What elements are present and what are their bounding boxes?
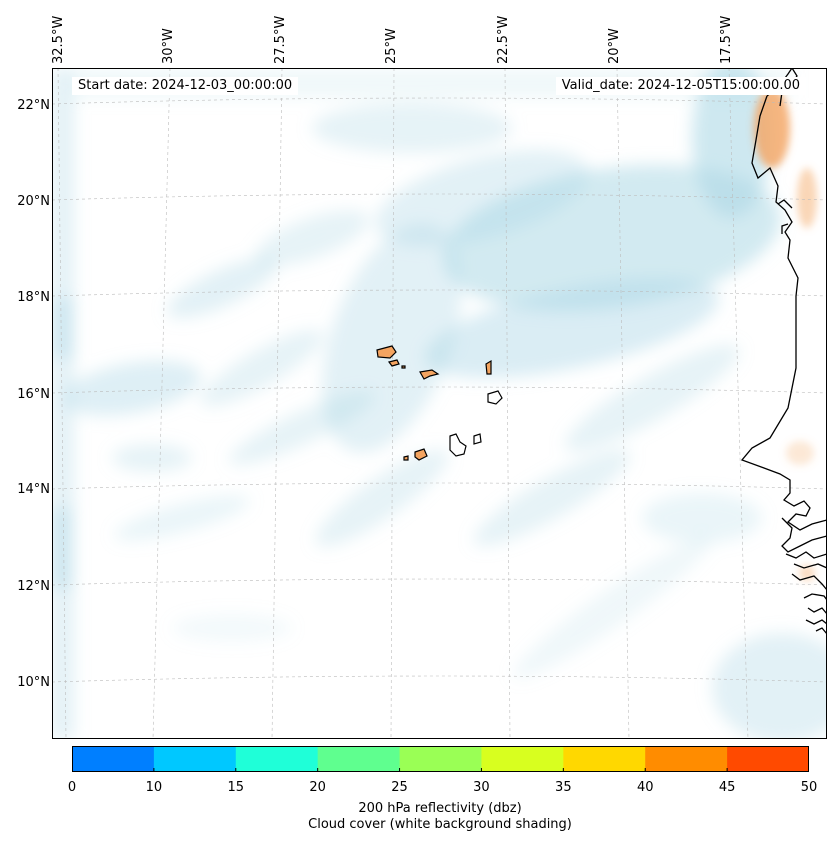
lon-label-17-5w: 17.5°W: [719, 15, 734, 64]
island-brava: [403, 455, 409, 461]
colorbar-tick-label: 40: [636, 780, 654, 795]
map-canvas: [52, 68, 827, 739]
colorbar-frame: [72, 746, 809, 772]
colorbar-tick-label: 10: [145, 780, 163, 795]
lat-label-22n: 22°N: [17, 98, 50, 113]
colorbar-tick-label: 35: [555, 780, 572, 795]
colorbar-segment: [563, 746, 646, 772]
lat-label-18n: 18°N: [17, 290, 50, 305]
lon-label-25w: 25°W: [384, 28, 399, 64]
island-santiago: [449, 433, 467, 457]
colorbar-tick-label: 25: [391, 780, 408, 795]
colorbar-tick-label: 50: [800, 780, 818, 795]
colorbar-tick-label: 0: [67, 780, 77, 795]
lat-label-12n: 12°N: [17, 579, 50, 594]
lon-label-27-5w: 27.5°W: [273, 15, 288, 64]
lon-label-32-5w: 32.5°W: [51, 15, 66, 64]
graticule: [52, 68, 827, 739]
island-santo-antao: [376, 345, 397, 359]
colorbar-segment: [645, 746, 728, 772]
lat-label-16n: 16°N: [17, 387, 50, 402]
lon-label-30w: 30°W: [161, 28, 176, 64]
colorbar-label: 200 hPa reflectivity (dbz): [358, 801, 522, 816]
colorbar-segment: [72, 746, 155, 772]
colorbar-segment: [727, 746, 809, 772]
island-boa-vista: [487, 390, 503, 405]
colorbar-segment: [153, 746, 237, 772]
colorbar-segment: [235, 746, 319, 772]
reflectivity-colorbar: [72, 746, 809, 772]
colorbar-segment: [399, 746, 482, 772]
colorbar-segment: [481, 746, 564, 772]
colorbar-sublabel: Cloud cover (white background shading): [308, 817, 572, 832]
colorbar-tick-label: 20: [309, 780, 326, 795]
valid-date-label: Valid_date: 2024-12-05T15:00:00.00: [555, 77, 806, 95]
island-sal: [485, 359, 492, 375]
island-santa-luzia: [401, 365, 406, 369]
colorbar-tick-label: 45: [718, 780, 736, 795]
lat-label-14n: 14°N: [17, 482, 50, 497]
map-frame: [52, 68, 827, 739]
colorbar-segment: [317, 746, 401, 772]
colorbar-tick-label: 30: [473, 780, 490, 795]
island-fogo: [414, 448, 428, 461]
cape-verde-islands: [376, 345, 503, 461]
island-sao-vicente: [387, 359, 400, 367]
lat-label-20n: 20°N: [17, 194, 50, 209]
island-sao-nicolau: [419, 369, 440, 380]
island-maio: [473, 433, 482, 445]
lon-label-22-5w: 22.5°W: [496, 15, 511, 64]
lon-label-20w: 20°W: [607, 28, 622, 64]
lat-label-10n: 10°N: [17, 675, 50, 690]
colorbar-tick-label: 15: [227, 780, 245, 795]
cloud-cover-layer: [52, 68, 827, 739]
start-date-label: Start date: 2024-12-03_00:00:00: [72, 77, 299, 95]
